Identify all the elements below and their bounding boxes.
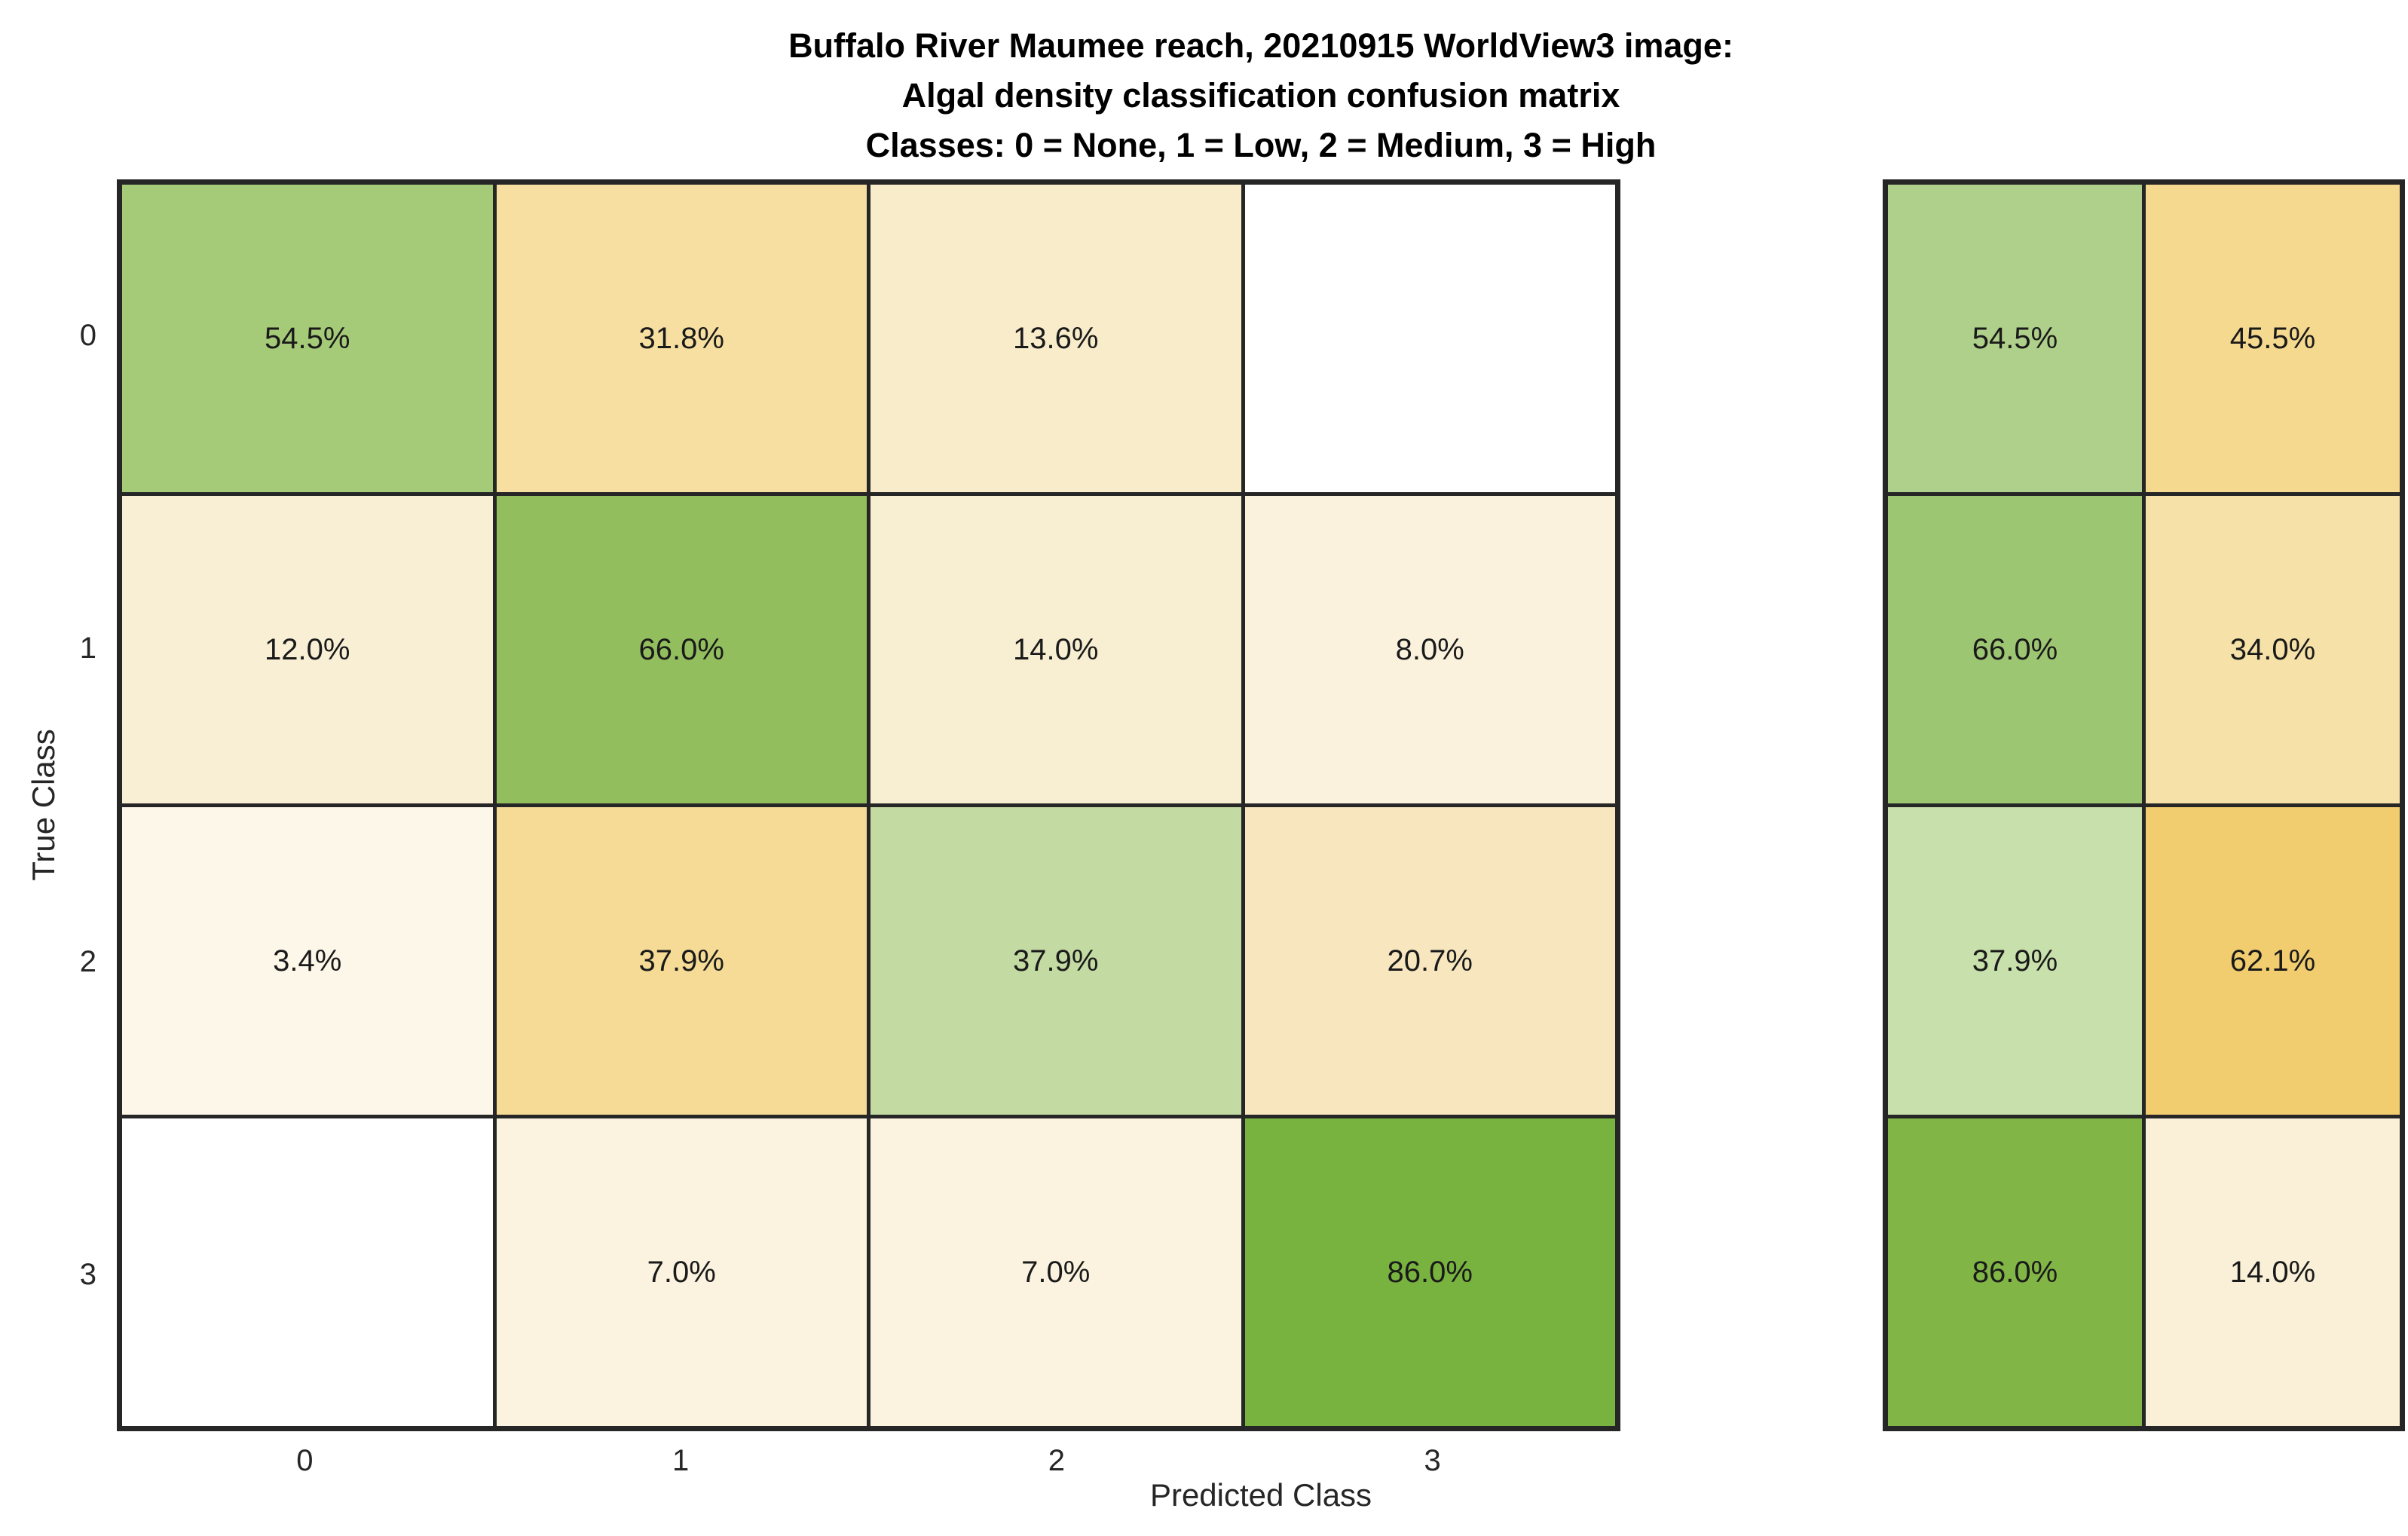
matrix-cell: 54.5% [122,185,493,492]
chart-title-line-2: Algal density classification confusion m… [901,76,1620,115]
matrix-cell: 20.7% [1244,807,1615,1115]
matrix-cell [1244,185,1615,492]
matrix-cell: 31.8% [496,185,867,492]
summary-correct-cell: 86.0% [1888,1118,2142,1426]
summary-incorrect-cell: 45.5% [2146,185,2400,492]
summary-correct-cell: 37.9% [1888,807,2142,1115]
summary-correct-cell: 54.5% [1888,185,2142,492]
matrix-cell: 12.0% [122,496,493,803]
matrix-cell: 7.0% [870,1118,1241,1426]
summary-incorrect-cell: 14.0% [2146,1118,2400,1426]
matrix-cell: 14.0% [870,496,1241,803]
x-tick-label: 0 [296,1444,314,1477]
y-tick-label: 2 [79,944,96,978]
chart-title-line-3: Classes: 0 = None, 1 = Low, 2 = Medium, … [865,126,1657,164]
matrix-cell: 3.4% [122,807,493,1115]
row-summary-panel: 54.5% 45.5% 66.0% 34.0% 37.9% 62.1% 86.0% 14.0% [1883,179,2405,1431]
matrix-cell: 86.0% [1244,1118,1615,1426]
chart-title: Buffalo River Maumee reach, 20210915 Wor… [117,21,2405,170]
matrix-cell: 66.0% [496,496,867,803]
matrix-cell [122,1118,493,1426]
y-axis-tick-labels: 0 1 2 3 [0,179,96,1431]
x-tick-label: 2 [1048,1444,1065,1477]
x-axis-tick-labels: 0 1 2 3 [117,1444,1620,1486]
matrix-cell: 37.9% [496,807,867,1115]
chart-title-line-1: Buffalo River Maumee reach, 20210915 Wor… [788,26,1733,65]
matrix-cell: 13.6% [870,185,1241,492]
x-tick-label: 1 [672,1444,690,1477]
y-axis-label: True Class [26,729,61,881]
main-matrix: 54.5% 31.8% 13.6% 12.0% 66.0% 14.0% 8.0% 3.4% 37… [117,179,1620,1431]
matrix-cell: 7.0% [496,1118,867,1426]
summary-incorrect-cell: 34.0% [2146,496,2400,803]
y-tick-label: 0 [79,319,96,353]
x-axis-label: Predicted Class [1149,1477,1372,1513]
summary-correct-cell: 66.0% [1888,496,2142,803]
y-tick-label: 3 [79,1257,96,1291]
matrix-cell: 37.9% [870,807,1241,1115]
x-tick-label: 3 [1424,1444,1441,1477]
summary-incorrect-cell: 62.1% [2146,807,2400,1115]
y-tick-label: 1 [79,632,96,665]
matrix-cell: 8.0% [1244,496,1615,803]
